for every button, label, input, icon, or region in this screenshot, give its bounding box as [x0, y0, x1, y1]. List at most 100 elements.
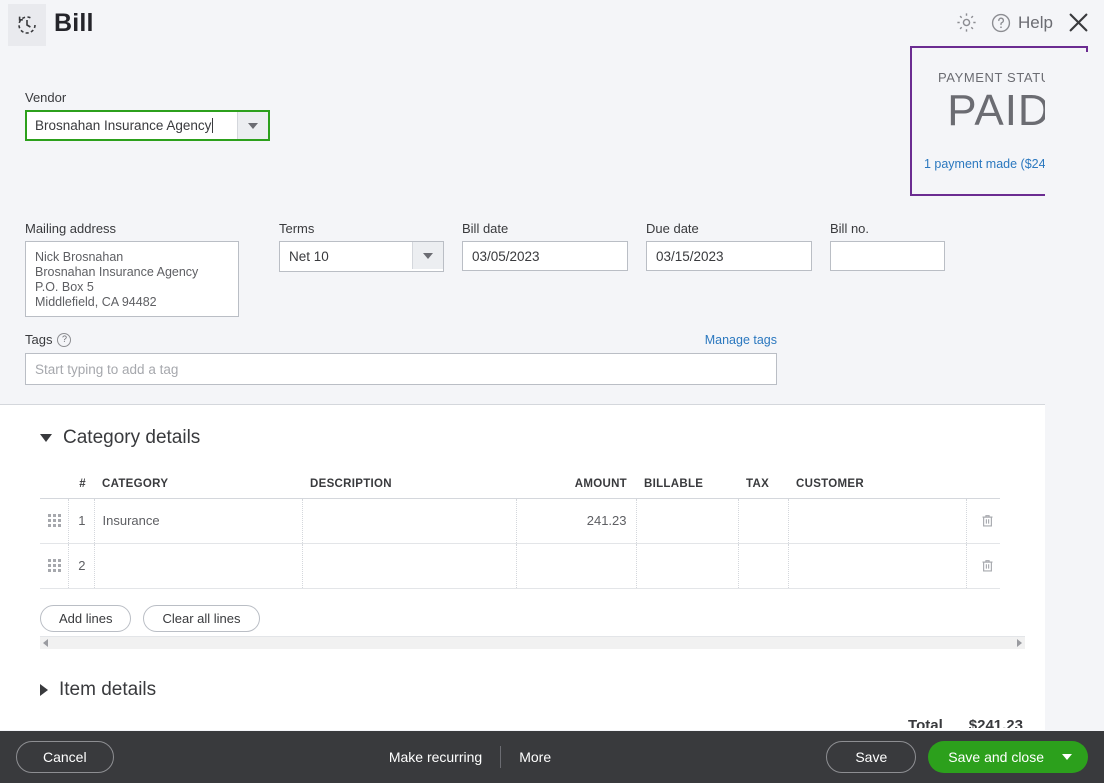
col-customer: CUSTOMER — [788, 468, 966, 499]
question-circle-icon[interactable]: ? — [57, 332, 72, 347]
row-amount[interactable] — [516, 543, 637, 589]
add-lines-button[interactable]: Add lines — [40, 605, 132, 632]
more-button[interactable]: More — [519, 749, 552, 765]
help-label[interactable]: Help — [1018, 12, 1053, 32]
row-delete-cell[interactable] — [966, 498, 1001, 544]
question-circle-icon[interactable] — [990, 12, 1012, 34]
row-description[interactable] — [302, 498, 517, 544]
trash-icon[interactable] — [975, 512, 1001, 529]
total-value: $241.23 — [968, 717, 1023, 728]
vendor-dropdown-button[interactable] — [237, 112, 268, 139]
row-drag-handle[interactable] — [40, 498, 69, 544]
save-button[interactable]: Save — [826, 741, 917, 773]
manage-tags-link[interactable]: Manage tags — [704, 332, 777, 347]
category-details-title: Category details — [63, 427, 201, 448]
page-title: Bill — [54, 9, 94, 37]
row-description[interactable] — [302, 543, 517, 589]
col-category: CATEGORY — [94, 468, 302, 499]
footer-save-group: Save Save and close — [826, 741, 1088, 773]
save-and-close-button[interactable]: Save and close — [928, 741, 1088, 773]
totals-row: Total $241.23 — [908, 717, 1023, 728]
payment-status-value: PAID — [947, 86, 1051, 135]
right-gutter — [1045, 52, 1104, 731]
terms-value: Net 10 — [289, 249, 329, 264]
mailing-address-value: Nick Brosnahan Brosnahan Insurance Agenc… — [35, 250, 199, 309]
close-x-icon[interactable] — [1065, 9, 1092, 36]
col-billable: BILLABLE — [636, 468, 738, 499]
trash-icon[interactable] — [975, 557, 1001, 574]
scroll-right-icon[interactable] — [1017, 639, 1022, 647]
tags-placeholder: Start typing to add a tag — [35, 361, 179, 377]
history-clock-icon[interactable] — [8, 4, 46, 46]
tags-header: Tags ? Manage tags — [25, 332, 777, 347]
terms-group: Terms Net 10 — [279, 221, 444, 272]
row-amount[interactable]: 241.23 — [516, 498, 637, 544]
category-table-horizontal-scrollbar[interactable] — [40, 636, 1025, 649]
col-drag — [40, 468, 68, 499]
category-lines-table: # CATEGORY DESCRIPTION AMOUNT BILLABLE T… — [40, 468, 1000, 589]
row-number: 1 — [68, 498, 95, 544]
category-details-header[interactable]: Category details — [0, 405, 1045, 449]
row-billable[interactable] — [636, 498, 739, 544]
vendor-value: Brosnahan Insurance Agency — [35, 118, 212, 133]
terms-dropdown-button[interactable] — [412, 242, 443, 269]
bill-no-input[interactable] — [830, 241, 945, 271]
col-amount: AMOUNT — [516, 468, 636, 499]
mailing-address-textarea[interactable]: Nick Brosnahan Brosnahan Insurance Agenc… — [25, 241, 239, 317]
row-drag-handle[interactable] — [40, 543, 69, 589]
row-customer[interactable] — [788, 543, 967, 589]
line-action-buttons: Add lines Clear all lines — [40, 605, 260, 632]
table-header-row: # CATEGORY DESCRIPTION AMOUNT BILLABLE T… — [40, 468, 1000, 499]
make-recurring-button[interactable]: Make recurring — [388, 749, 483, 765]
vendor-label: Vendor — [25, 90, 67, 105]
item-details-header[interactable]: Item details — [40, 679, 156, 701]
table-row[interactable]: 1 Insurance 241.23 — [40, 498, 1001, 544]
text-caret — [212, 118, 214, 133]
row-customer[interactable] — [788, 498, 967, 544]
mailing-address-group: Mailing address Nick Brosnahan Brosnahan… — [25, 221, 239, 317]
row-number: 2 — [68, 543, 95, 589]
vendor-field-group: Vendor Brosnahan Insurance Agency — [25, 90, 270, 141]
mailing-address-label: Mailing address — [25, 221, 117, 236]
tags-section: Tags ? Manage tags Start typing to add a… — [25, 332, 777, 385]
bill-date-input[interactable] — [462, 241, 628, 271]
table-row[interactable]: 2 — [40, 543, 1001, 589]
row-tax[interactable] — [738, 498, 789, 544]
col-number: # — [68, 468, 94, 499]
save-and-close-label: Save and close — [948, 749, 1044, 765]
row-category[interactable] — [94, 543, 303, 589]
chevron-down-icon — [248, 122, 258, 129]
due-date-input[interactable] — [646, 241, 812, 271]
chevron-right-icon[interactable] — [40, 684, 48, 696]
drag-handle-icon[interactable] — [48, 514, 61, 527]
chevron-down-icon[interactable] — [1062, 754, 1072, 760]
total-label: Total — [908, 717, 943, 728]
payment-made-link[interactable]: 1 payment made ($241.23) — [923, 156, 1075, 171]
col-delete — [966, 468, 1000, 499]
tags-label-group: Tags ? — [25, 332, 72, 347]
vendor-input[interactable]: Brosnahan Insurance Agency — [25, 110, 270, 141]
gear-icon[interactable] — [955, 11, 978, 34]
row-tax[interactable] — [738, 543, 789, 589]
item-details-title: Item details — [59, 679, 157, 700]
cancel-button[interactable]: Cancel — [16, 741, 114, 773]
row-delete-cell[interactable] — [966, 543, 1001, 589]
terms-select[interactable]: Net 10 — [279, 241, 444, 272]
col-tax: TAX — [738, 468, 788, 499]
footer-center-links: Make recurring More — [389, 746, 551, 768]
scroll-left-icon[interactable] — [43, 639, 48, 647]
row-category[interactable]: Insurance — [94, 498, 303, 544]
help-button[interactable]: Help — [990, 12, 1053, 34]
due-date-group: Due date — [646, 221, 812, 271]
clear-all-lines-button[interactable]: Clear all lines — [143, 605, 260, 632]
bill-meta-row: Mailing address Nick Brosnahan Brosnahan… — [25, 221, 945, 317]
terms-label: Terms — [279, 221, 315, 236]
row-billable[interactable] — [636, 543, 739, 589]
tags-label: Tags — [25, 332, 53, 347]
chevron-down-icon[interactable] — [40, 434, 52, 442]
col-description: DESCRIPTION — [302, 468, 516, 499]
drag-handle-icon[interactable] — [48, 559, 61, 572]
tags-input[interactable]: Start typing to add a tag — [25, 353, 777, 385]
footer-action-bar: Cancel Make recurring More Save Save and… — [0, 731, 1104, 783]
